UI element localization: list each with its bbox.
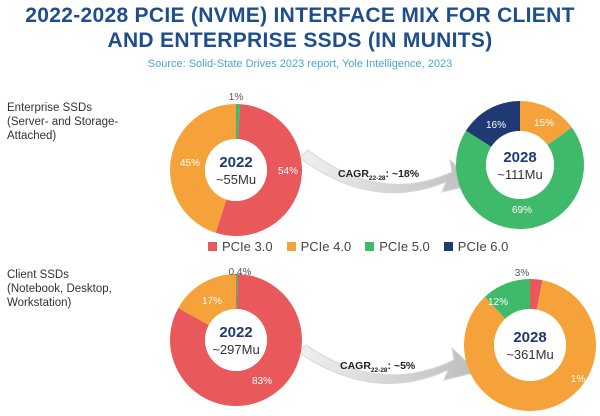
donut-slice-pcie-3-0 <box>170 274 302 407</box>
legend-swatch <box>365 241 375 251</box>
donut-center-total: ~297Mu <box>212 342 259 357</box>
client-label-line3: Workstation) <box>7 297 72 309</box>
donut-slice-pcie-4-0 <box>178 274 236 325</box>
legend-label: PCIe 6.0 <box>457 238 509 254</box>
donut-slice-pcie-5-0 <box>236 274 238 310</box>
chart-legend: PCIe 3.0 PCIe 4.0 PCIe 5.0 PCIe 6.0 <box>208 236 508 256</box>
slice-label-pcie-5-0: 0.4% <box>229 267 252 278</box>
slice-label-pcie-4-0: 15% <box>534 118 554 129</box>
growth-arrow-client <box>297 344 480 384</box>
donut-hole <box>486 131 554 199</box>
cagr-client-value: : ~5% <box>388 360 416 372</box>
cagr-client-text: CAGR <box>340 360 371 372</box>
donut-2022-0: 2022~55Mu 54% 45% 1% <box>169 92 302 236</box>
legend-swatch <box>286 241 296 251</box>
donut-hole <box>205 309 267 371</box>
donut-slice-pcie-3-0 <box>215 104 302 236</box>
slice-label-pcie-5-0: 12% <box>488 297 508 308</box>
legend-item-pcie-3-0: PCIe 3.0 <box>208 239 273 254</box>
donut-2028-3: 2028~361Mu 3% 1% 12% <box>463 268 596 411</box>
slice-label-pcie-3-0: 83% <box>252 376 272 387</box>
cagr-enterprise-sub: 22-28 <box>369 175 386 182</box>
donut-2028-1: 2028~111Mu 15% 69% 16% <box>456 101 584 229</box>
slice-label-pcie-5-0: 69% <box>512 205 532 216</box>
donut-center-year: 2028 <box>503 149 536 166</box>
donut-2022-2: 2022~297Mu 83% 17% 0.4% <box>170 267 302 407</box>
client-label-line1: Client SSDs <box>7 269 69 281</box>
legend-label: PCIe 5.0 <box>379 238 430 254</box>
legend-swatch <box>208 241 217 251</box>
slice-label-pcie-5-0: 1% <box>229 92 244 103</box>
donut-slice-pcie-6-0 <box>465 101 520 147</box>
chart-subtitle: Source: Solid-State Drives 2023 report, … <box>147 58 453 70</box>
cagr-enterprise-value: : ~18% <box>386 168 420 180</box>
donut-center-total: ~361Mu <box>506 347 553 362</box>
growth-arrow-enterprise <box>299 149 478 194</box>
enterprise-label-line3: Attached) <box>7 130 57 142</box>
slice-label-pcie-4-0: 17% <box>202 296 222 307</box>
donut-center-year: 2022 <box>219 154 252 171</box>
cagr-label-client: CAGR22-28: ~5% <box>340 360 416 374</box>
donut-slice-pcie-4-0 <box>520 101 572 146</box>
donut-center-total: ~55Mu <box>216 172 256 187</box>
chart-title-line1: 2022-2028 PCIE (NVME) INTERFACE MIX FOR … <box>25 4 575 27</box>
donut-slice-pcie-5-0 <box>236 104 241 140</box>
enterprise-label-line1: Enterprise SSDs <box>7 102 93 114</box>
legend-label: PCIe 3.0 <box>222 238 273 254</box>
slice-label-pcie-3-0: 54% <box>278 166 298 177</box>
donut-hole <box>205 139 267 201</box>
donut-slice-pcie-5-0 <box>484 279 530 319</box>
enterprise-label-line2: (Server- and Storage- <box>7 116 119 128</box>
legend-label: PCIe 4.0 <box>300 238 352 254</box>
legend-item-pcie-6-0: PCIe 6.0 <box>443 238 509 254</box>
slice-label-pcie-4-0: 45% <box>180 158 200 169</box>
slice-label-pcie-6-0: 16% <box>486 120 506 131</box>
cagr-label-enterprise: CAGR22-28: ~18% <box>338 168 420 182</box>
donut-hole <box>494 309 566 381</box>
legend-swatch <box>443 241 453 251</box>
donut-center-total: ~111Mu <box>497 167 542 182</box>
donut-slice-pcie-5-0 <box>456 127 584 229</box>
slice-label-pcie-4-0: 1% <box>571 374 586 385</box>
donut-center-year: 2028 <box>513 329 546 346</box>
client-segment-label: Client SSDs (Notebook, Desktop, Workstat… <box>7 268 167 310</box>
legend-item-pcie-5-0: PCIe 5.0 <box>365 239 430 254</box>
donut-center-year: 2022 <box>219 324 252 341</box>
chart-title-line2: AND ENTERPRISE SSDS (IN MUNITS) <box>107 29 493 52</box>
legend-item-pcie-4-0: PCIe 4.0 <box>286 238 352 254</box>
cagr-enterprise-text: CAGR <box>338 168 369 180</box>
donut-slice-pcie-4-0 <box>463 280 596 411</box>
cagr-client-sub: 22-28 <box>371 367 388 374</box>
client-label-line2: (Notebook, Desktop, <box>7 283 112 295</box>
donut-slice-pcie-3-0 <box>530 279 543 310</box>
slice-label-pcie-3-0: 3% <box>515 268 530 279</box>
donut-slice-pcie-4-0 <box>169 104 236 233</box>
enterprise-segment-label: Enterprise SSDs (Server- and Storage- At… <box>7 101 167 143</box>
